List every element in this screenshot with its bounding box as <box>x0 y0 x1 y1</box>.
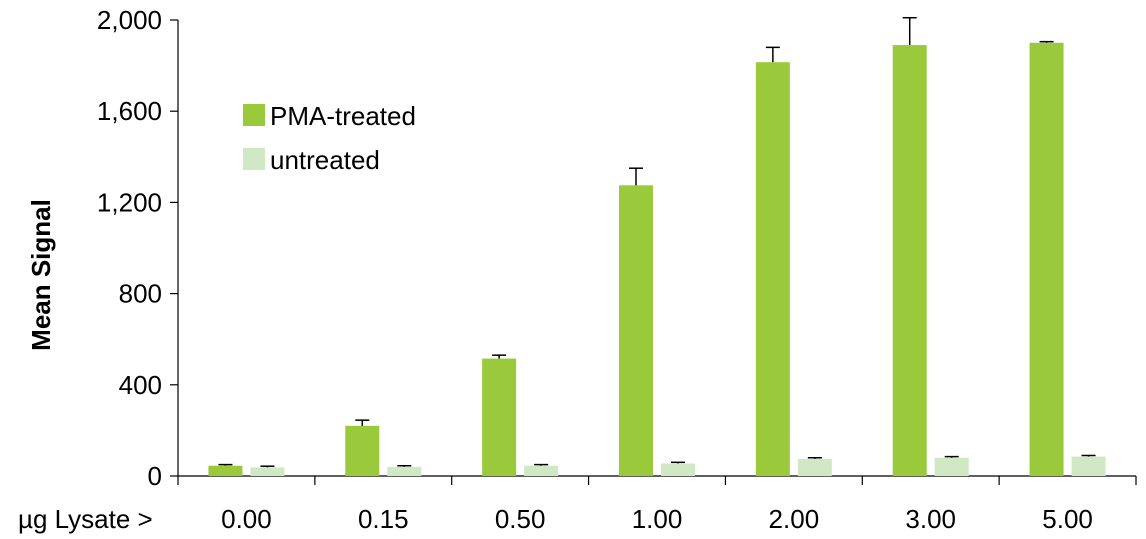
bar-untreated <box>934 457 969 476</box>
bar-pma-treated <box>345 425 380 476</box>
y-axis: 0 400 800 1,200 1,600 2,000 <box>97 5 179 491</box>
bars <box>208 16 1106 477</box>
legend-swatch <box>243 104 265 126</box>
x-tick-label: 0.50 <box>495 504 546 534</box>
bar-untreated <box>1071 456 1106 476</box>
legend-label: untreated <box>270 145 380 175</box>
bar-untreated <box>661 463 695 476</box>
legend: PMA-treated untreated <box>243 101 416 175</box>
x-tick-label: 5.00 <box>1042 504 1093 534</box>
bar-untreated <box>524 465 559 476</box>
y-tick-label: 400 <box>119 370 162 400</box>
bar-untreated <box>387 466 422 476</box>
bar-pma-treated <box>1029 42 1064 477</box>
y-tick-label: 800 <box>119 279 162 309</box>
bar-untreated <box>250 467 285 476</box>
x-axis-title: µg Lysate > <box>18 504 153 534</box>
x-tick-label: 0.00 <box>221 504 272 534</box>
x-axis: 0.00 0.15 0.50 1.00 2.00 3.00 5.00 <box>177 475 1137 534</box>
legend-swatch <box>243 148 265 170</box>
bar-pma-treated <box>619 185 653 477</box>
bar-pma-treated <box>892 45 927 476</box>
bar-pma-treated <box>755 62 790 477</box>
bar-pma-treated <box>208 465 243 476</box>
y-tick-label: 1,600 <box>97 96 162 126</box>
x-tick-label: 0.15 <box>358 504 409 534</box>
bar-pma-treated <box>482 358 517 476</box>
y-tick-label: 0 <box>148 461 162 491</box>
y-tick-label: 2,000 <box>97 5 162 35</box>
x-tick-label: 1.00 <box>632 504 683 534</box>
y-tick-label: 1,200 <box>97 187 162 217</box>
x-tick-label: 3.00 <box>905 504 956 534</box>
x-tick-label: 2.00 <box>769 504 820 534</box>
y-axis-title: Mean Signal <box>26 199 56 351</box>
bar-untreated <box>797 458 832 476</box>
legend-label: PMA-treated <box>270 101 416 131</box>
